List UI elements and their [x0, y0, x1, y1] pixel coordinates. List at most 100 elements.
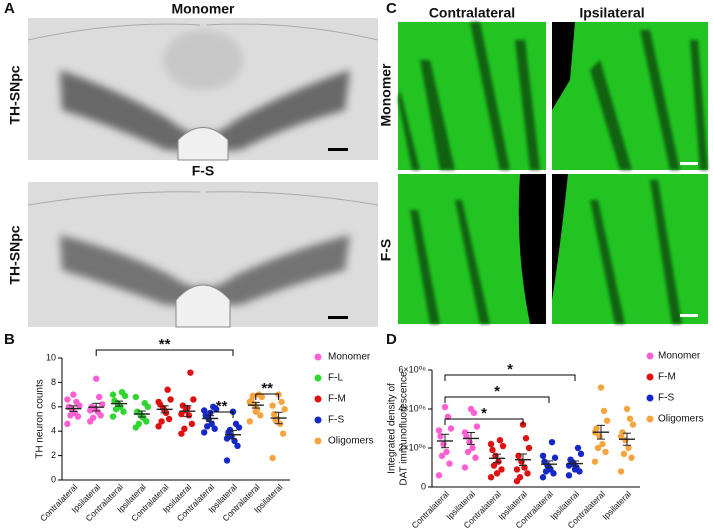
data-point: [571, 466, 579, 473]
data-point: [73, 398, 80, 406]
data-point: [472, 454, 479, 461]
data-point: [178, 410, 185, 418]
significance-bracket: [444, 374, 576, 381]
data-point: [594, 444, 602, 452]
y-tick-label: 4×10⁰⁶: [398, 403, 426, 413]
y-tick-label: 0: [421, 481, 426, 491]
data-point: [461, 464, 469, 471]
data-point: [513, 466, 521, 473]
data-point: [118, 388, 126, 396]
data-point: [167, 396, 174, 403]
data-point: [522, 435, 530, 442]
legend-label: F-M: [328, 394, 346, 405]
significance-label: **: [261, 380, 273, 397]
side-label: TH-SNpc: [7, 225, 23, 284]
data-point: [257, 412, 264, 419]
column-label: Ipsilateral: [579, 5, 644, 21]
data-point: [473, 423, 481, 430]
data-point: [201, 407, 208, 414]
data-point: [603, 417, 611, 424]
data-point: [498, 466, 505, 473]
data-point: [204, 423, 211, 430]
significance-bracket: [95, 349, 234, 356]
data-point: [269, 402, 276, 409]
x-tick-label: Contralateral: [410, 489, 452, 531]
micrograph: [27, 182, 379, 328]
data-point: [281, 406, 288, 413]
data-point: [132, 393, 139, 401]
data-point: [165, 415, 173, 423]
data-point: [435, 472, 443, 479]
data-point: [234, 442, 241, 450]
data-point: [602, 448, 609, 456]
y-axis-label: Integrated density of: [387, 383, 398, 474]
data-point: [64, 396, 71, 403]
data-point: [623, 405, 631, 413]
data-point: [190, 396, 197, 403]
column-label: Contralateral: [429, 5, 515, 21]
legend-marker: [314, 416, 322, 424]
data-point: [164, 386, 171, 393]
data-point: [223, 457, 231, 464]
data-point: [489, 446, 496, 454]
micrograph: [27, 18, 379, 161]
panel-letter: A: [4, 0, 15, 17]
significance-label: **: [159, 336, 171, 353]
legend-marker: [646, 415, 654, 423]
data-point: [499, 442, 507, 450]
legend-marker: [646, 394, 654, 402]
data-point: [64, 420, 71, 428]
data-point: [542, 468, 550, 475]
data-point: [90, 414, 97, 421]
legend-label: Oligomers: [328, 436, 374, 447]
data-point: [541, 458, 548, 465]
y-tick-label: 8: [51, 377, 56, 387]
data-point: [232, 420, 240, 428]
data-point: [181, 425, 188, 432]
y-tick-label: 2×10⁰⁶: [398, 442, 426, 452]
data-point: [464, 448, 472, 456]
data-point: [446, 460, 453, 467]
data-point: [539, 452, 547, 459]
side-label: TH-SNpc: [7, 65, 23, 124]
y-tick-label: 10: [46, 352, 56, 362]
data-point: [178, 430, 185, 437]
data-point: [252, 408, 259, 415]
data-point: [201, 429, 208, 436]
legend-label: Oligomers: [658, 414, 704, 425]
data-point: [158, 418, 165, 425]
data-point: [187, 369, 194, 376]
data-point: [444, 413, 452, 420]
row-label: F-S: [192, 163, 215, 179]
data-point: [525, 444, 533, 452]
data-point: [565, 472, 573, 479]
significance-label: *: [494, 383, 500, 400]
data-point: [447, 425, 455, 432]
data-point: [577, 450, 585, 458]
data-point: [496, 437, 504, 444]
data-point: [141, 399, 148, 407]
y-tick-label: 6×10⁰⁶: [398, 364, 426, 374]
data-point: [155, 398, 162, 406]
data-point: [135, 420, 142, 428]
legend-marker: [314, 395, 322, 403]
legend-marker: [646, 352, 654, 360]
data-point: [574, 444, 582, 452]
data-point: [597, 384, 605, 391]
data-point: [551, 454, 559, 461]
legend-marker: [314, 353, 322, 361]
data-point: [246, 398, 253, 406]
data-point: [134, 408, 141, 415]
significance-label: **: [216, 398, 228, 415]
data-point: [438, 452, 446, 459]
legend-marker: [646, 373, 654, 381]
data-point: [279, 430, 287, 437]
x-tick-label: Ipsilateral: [600, 489, 633, 522]
significance-bracket: [444, 396, 550, 403]
data-point: [524, 470, 531, 477]
data-point: [443, 448, 450, 456]
data-point: [493, 470, 501, 477]
data-point: [516, 474, 524, 481]
data-point: [440, 440, 447, 448]
